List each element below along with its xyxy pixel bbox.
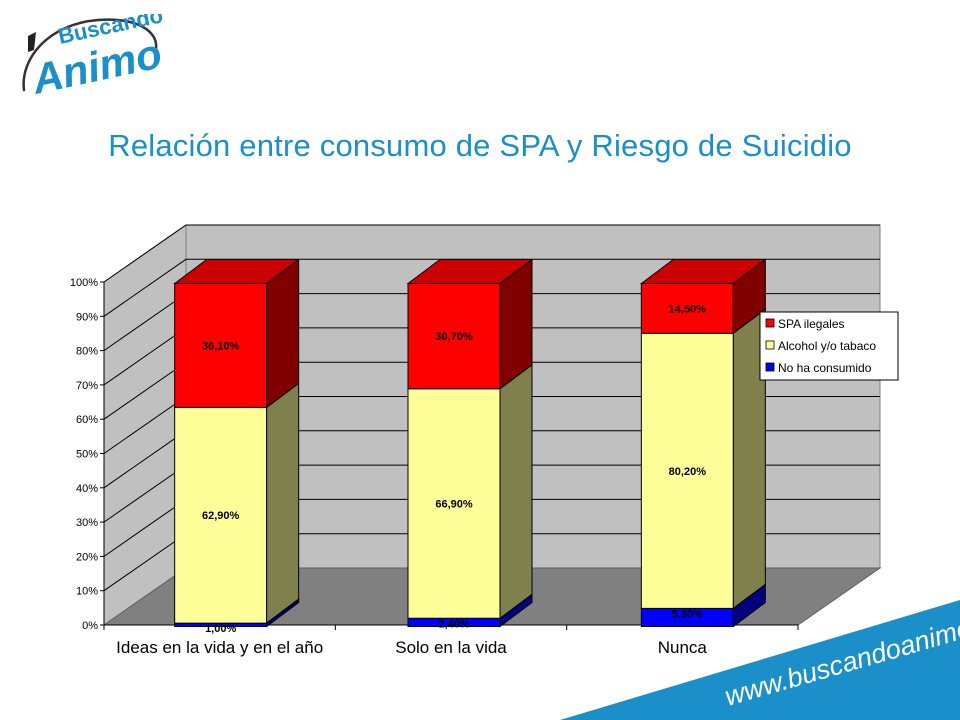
- y-tick-label: 0%: [82, 620, 98, 632]
- bar-segment: [174, 382, 300, 625]
- y-tick-label: 40%: [76, 483, 98, 495]
- bar-segment: [407, 363, 533, 620]
- banner-shape: [560, 600, 960, 720]
- y-tick-label: 10%: [76, 586, 98, 598]
- bar-top: [406, 259, 534, 284]
- buscando-animo-logo: Buscando Animo: [22, 14, 166, 103]
- legend-swatch: [765, 362, 775, 372]
- bar-segment: [173, 258, 301, 409]
- y-tick-label: 30%: [76, 517, 98, 529]
- data-label: 66,90%: [435, 499, 473, 511]
- data-label: 14,50%: [669, 303, 707, 315]
- gridline: [103, 258, 880, 317]
- bar-segment: [639, 258, 767, 335]
- x-category-label: Ideas en la vida y en el año: [116, 638, 323, 657]
- y-tick-label: 60%: [76, 414, 98, 426]
- data-label: 2,40%: [438, 618, 469, 630]
- legend-label: Alcohol y/o tabaco: [778, 339, 876, 353]
- y-tick-label: 20%: [76, 551, 98, 563]
- chart-title: Relación entre consumo de SPA y Riesgo d…: [108, 128, 852, 163]
- y-tick-label: 80%: [76, 346, 98, 358]
- data-label: 5,30%: [672, 608, 703, 620]
- bar-top: [639, 259, 767, 284]
- data-label: 62,90%: [202, 510, 240, 522]
- data-label: 1,00%: [205, 623, 236, 635]
- legend-label: SPA ilegales: [778, 317, 845, 331]
- gridline: [103, 224, 880, 283]
- legend-box: [759, 311, 899, 381]
- data-label: 30,70%: [435, 331, 473, 343]
- bar-top: [173, 259, 301, 284]
- bar-segment: [640, 308, 766, 610]
- x-category-label: Nunca: [658, 638, 708, 657]
- data-label: 80,20%: [669, 466, 707, 478]
- y-tick-label: 70%: [76, 380, 98, 392]
- legend-label: No ha consumido: [778, 361, 872, 375]
- legend-swatch: [765, 340, 775, 350]
- bar-segment: [640, 583, 766, 628]
- y-tick-label: 100%: [70, 277, 98, 289]
- data-label: 36,10%: [202, 340, 240, 352]
- x-category-label: Solo en la vida: [395, 638, 507, 657]
- bar-segment: [406, 258, 534, 390]
- legend-swatch: [765, 318, 775, 328]
- y-tick-label: 90%: [76, 311, 98, 323]
- y-tick-label: 50%: [76, 449, 98, 461]
